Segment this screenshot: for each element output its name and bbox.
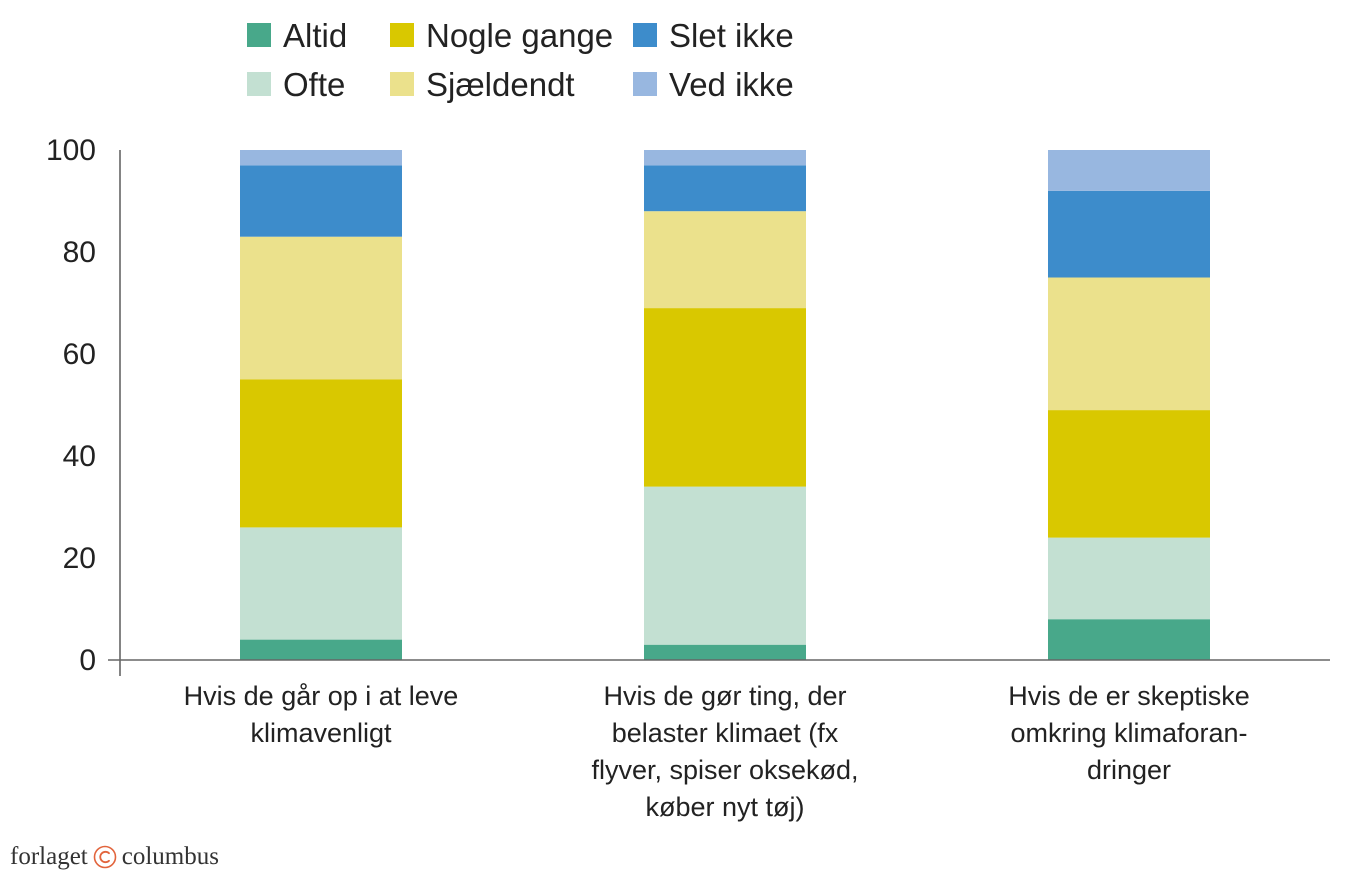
legend-item-nogle-gange: Nogle gange [390,17,613,54]
bar-segment-altid [240,639,402,660]
y-tick-label: 0 [79,644,96,677]
category-label-3: Hvis de er skeptiske omkring klimaforan-d… [1008,681,1250,785]
legend-label: Ofte [283,66,345,103]
legend-swatch [633,72,657,96]
legend-item-slet-ikke: Slet ikke [633,17,794,54]
bar-segment-ofte [1048,537,1210,620]
bar-segment-slet-ikke [240,165,402,237]
legend-swatch [390,23,414,47]
y-tick-label: 40 [63,440,96,473]
legend-swatch [247,72,271,96]
bar-stack-3 [1048,150,1210,660]
brand-name-left: forlaget [10,843,88,870]
y-tick-label: 80 [63,236,96,269]
copyright-circle-icon [93,845,117,869]
bar-segment-ofte [644,486,806,645]
legend-item-ofte: Ofte [247,66,345,103]
category-label-1: Hvis de går op i at leve klimavenligt [184,681,459,748]
legend-label: Nogle gange [426,17,613,54]
legend: Altid Nogle gange Slet ikke Ofte Sjældendt Ve… [247,17,794,103]
legend-label: Sjældendt [426,66,575,103]
bar-segment-sjældendt [240,236,402,380]
bar-segment-ved-ikke [644,150,806,166]
legend-swatch [633,23,657,47]
bar-segment-sjældendt [1048,277,1210,411]
publisher-logo: forlaget columbus [10,840,219,874]
brand-name-right: columbus [121,843,219,870]
bars [240,150,1210,660]
legend-item-ved-ikke: Ved ikke [633,66,794,103]
legend-item-sjældendt: Sjældendt [390,66,575,103]
legend-item-altid: Altid [247,17,347,54]
bar-stack-2 [644,150,806,660]
legend-swatch [247,23,271,47]
category-label-2: Hvis de gør ting, der belaster klimaet (f… [591,681,858,822]
legend-label: Ved ikke [669,66,794,103]
bar-segment-nogle-gange [644,308,806,487]
y-tick-labels: 0 20 40 60 80 100 [46,134,96,677]
bar-segment-slet-ikke [644,165,806,212]
legend-label: Slet ikke [669,17,794,54]
bar-stack-1 [240,150,402,660]
bar-segment-ved-ikke [240,150,402,166]
bar-segment-altid [644,644,806,660]
bar-segment-ofte [240,527,402,640]
bar-segment-ved-ikke [1048,150,1210,191]
y-tick-label: 60 [63,338,96,371]
y-tick-label: 100 [46,134,96,167]
legend-label: Altid [283,17,347,54]
legend-swatch [390,72,414,96]
bar-segment-nogle-gange [1048,410,1210,538]
axes [108,150,1330,676]
bar-segment-slet-ikke [1048,190,1210,278]
bar-segment-nogle-gange [240,379,402,528]
category-labels: Hvis de går op i at leve klimavenligt Hvis… [184,681,1250,822]
bar-segment-sjældendt [644,211,806,309]
bar-segment-altid [1048,619,1210,660]
y-tick-label: 20 [63,542,96,575]
